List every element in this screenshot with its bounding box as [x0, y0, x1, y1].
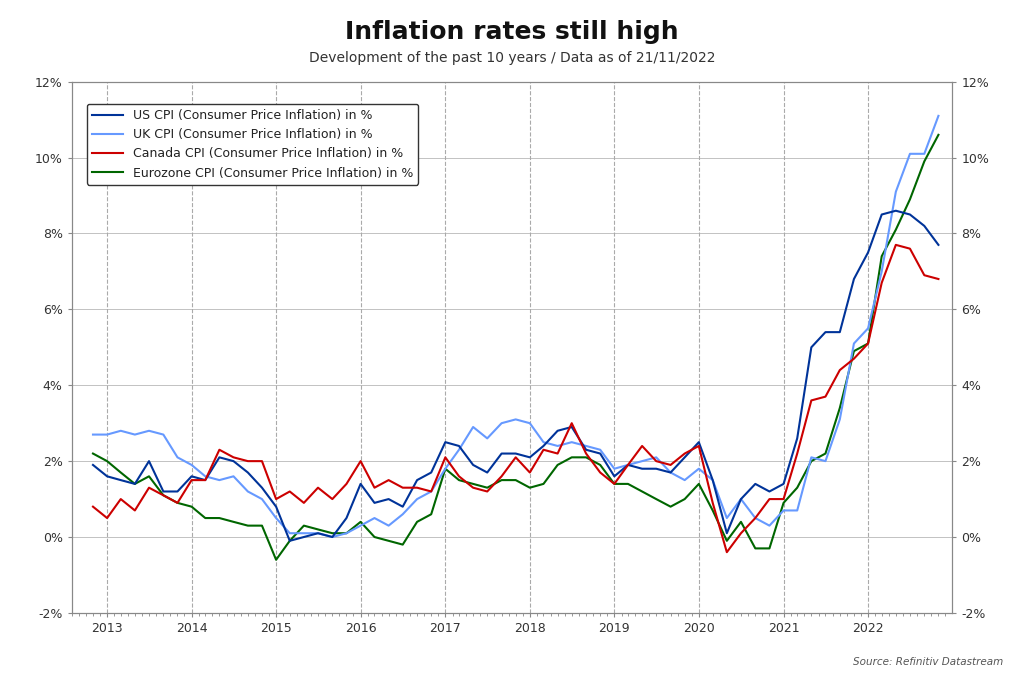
Line: Canada CPI (Consumer Price Inflation) in %: Canada CPI (Consumer Price Inflation) in…: [93, 245, 938, 552]
Line: US CPI (Consumer Price Inflation) in %: US CPI (Consumer Price Inflation) in %: [93, 210, 938, 541]
Line: UK CPI (Consumer Price Inflation) in %: UK CPI (Consumer Price Inflation) in %: [93, 116, 938, 537]
Legend: US CPI (Consumer Price Inflation) in %, UK CPI (Consumer Price Inflation) in %, : US CPI (Consumer Price Inflation) in %, …: [87, 104, 419, 185]
Text: Development of the past 10 years / Data as of 21/11/2022: Development of the past 10 years / Data …: [309, 51, 715, 65]
Text: Source: Refinitiv Datastream: Source: Refinitiv Datastream: [853, 657, 1004, 667]
Line: Eurozone CPI (Consumer Price Inflation) in %: Eurozone CPI (Consumer Price Inflation) …: [93, 135, 938, 560]
Text: Inflation rates still high: Inflation rates still high: [345, 20, 679, 44]
